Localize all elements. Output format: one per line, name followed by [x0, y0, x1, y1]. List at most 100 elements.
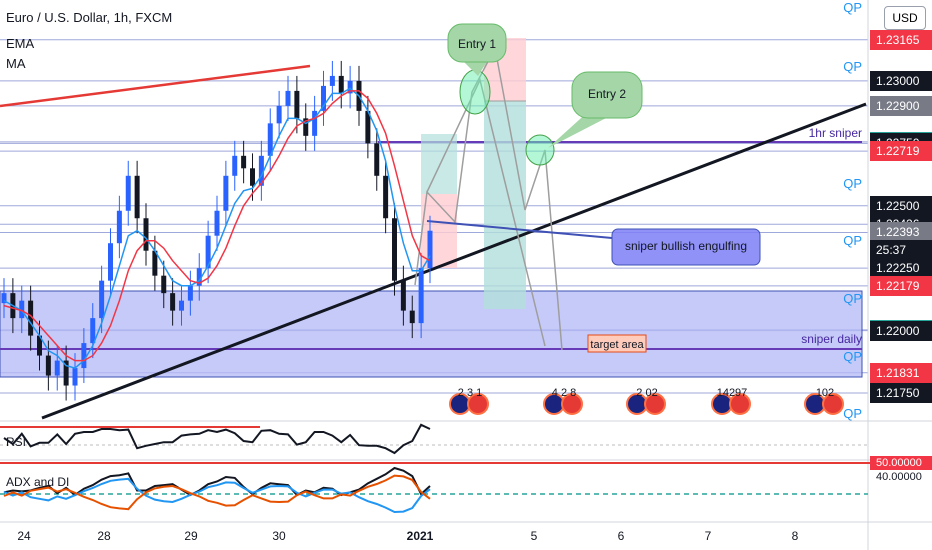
price-label: 1.22719	[870, 141, 932, 162]
candle-body	[338, 75, 344, 94]
candle-body	[37, 335, 42, 356]
candle-body	[400, 280, 406, 311]
flag-icon	[561, 393, 583, 415]
price-label: 1.21750	[870, 383, 932, 404]
price-label: 1.22000	[870, 320, 932, 341]
candle-body	[54, 360, 60, 376]
candle-body	[179, 300, 184, 311]
qp-label: QP	[843, 233, 862, 248]
demand-zone	[0, 290, 863, 378]
x-axis: 24 28 29 30 2021 5 6 7 8	[17, 529, 798, 543]
event-count: 14297	[717, 387, 748, 399]
event-icon-group[interactable]: 2 02	[626, 387, 666, 415]
event-icon-group[interactable]: 4 2 8	[543, 387, 583, 415]
flag-icon	[822, 393, 844, 415]
qp-label: QP	[843, 176, 862, 191]
sniper-1hr-label: 1hr sniper	[809, 126, 862, 140]
candle-body	[187, 285, 193, 301]
candle-body	[45, 355, 51, 376]
candle-body	[99, 280, 105, 319]
event-icon-group[interactable]: 2 3 1	[449, 387, 489, 415]
candle-body	[214, 210, 220, 236]
qp-label: QP	[843, 349, 862, 364]
di-plus-line	[3, 477, 431, 514]
event-icon-group[interactable]: 14297	[711, 387, 751, 415]
candle-body	[63, 360, 69, 386]
engulfing-callout	[611, 228, 761, 266]
engulfing-label: sniper bullish engulfing	[625, 239, 747, 253]
event-count: 102	[816, 387, 834, 399]
candle-body	[250, 168, 255, 186]
candle-body	[90, 318, 96, 344]
candle-body	[383, 175, 389, 219]
x-tick-label: 5	[531, 529, 538, 543]
candle-body	[170, 293, 176, 311]
di-minus-line	[3, 474, 431, 511]
price-label: 1.21831	[870, 362, 932, 383]
price-label: 1.22900	[870, 95, 932, 116]
candle-body	[143, 218, 149, 251]
candle-body	[285, 90, 291, 106]
event-count: 4 2 8	[552, 387, 576, 399]
candle-body	[409, 310, 415, 324]
ema-legend[interactable]: EMA	[6, 36, 35, 51]
flag-icon	[729, 393, 751, 415]
candle-body	[294, 90, 300, 119]
candle-body	[28, 300, 34, 336]
candle-body	[161, 275, 167, 294]
engulfing-pointer	[426, 220, 613, 239]
entry2-label: Entry 2	[588, 87, 626, 101]
rsi-line	[3, 423, 431, 455]
candle-body	[196, 268, 202, 286]
sniper-daily-label: sniper daily	[801, 332, 862, 346]
event-count: 2 3 1	[458, 387, 482, 399]
qp-labels: QP QP QP QP QP QP QP	[843, 0, 862, 421]
candle-body	[223, 175, 229, 211]
candle-body	[418, 268, 424, 324]
ema-line	[3, 87, 431, 369]
candle-body	[125, 175, 131, 211]
long-position-2-target	[484, 101, 526, 309]
x-tick-label: 29	[184, 529, 198, 543]
long-position-1-stop	[421, 194, 457, 268]
x-tick-label: 8	[792, 529, 799, 543]
adx-level-label: 50.00000	[870, 456, 932, 470]
currency-button[interactable]: USD	[884, 6, 926, 30]
event-icon-group[interactable]: 102	[804, 387, 844, 415]
candle-body	[241, 155, 247, 169]
price-label: 1.23165	[870, 29, 932, 50]
candle-body	[276, 105, 282, 124]
x-tick-label: 7	[705, 529, 712, 543]
candle-body	[108, 243, 113, 281]
price-label: 1.22393	[870, 222, 932, 243]
candle-body	[1, 293, 7, 304]
rsi-legend[interactable]: RSI	[6, 435, 27, 449]
candle-body	[374, 143, 380, 176]
entry2-marker	[525, 134, 555, 166]
countdown-timer: 25:37	[870, 240, 932, 260]
target-label: target area	[590, 339, 644, 351]
candle-body	[329, 75, 335, 86]
price-label: 1.23000	[870, 70, 932, 91]
candle-body	[72, 368, 78, 386]
black-trendline	[41, 102, 867, 420]
entry2-callout	[571, 71, 643, 119]
price-label: 1.22250	[870, 258, 932, 279]
ma-legend[interactable]: MA	[6, 56, 26, 71]
x-tick-label: 24	[17, 529, 31, 543]
flag-icon	[644, 393, 666, 415]
long-position-1-target	[421, 134, 457, 194]
adx-legend[interactable]: ADX and DI	[6, 475, 70, 489]
price-label: 1.22179	[870, 275, 932, 296]
candle-body	[365, 110, 371, 144]
flag-icon	[467, 393, 489, 415]
candle-body	[152, 250, 158, 276]
symbol-title: Euro / U.S. Dollar, 1h, FXCM	[6, 10, 173, 25]
qp-label: QP	[843, 291, 862, 306]
candle-body	[81, 343, 87, 369]
candle-body	[232, 155, 238, 176]
x-tick-label: 2021	[407, 529, 434, 543]
entry1-marker	[459, 69, 491, 115]
candle-body	[303, 118, 309, 136]
